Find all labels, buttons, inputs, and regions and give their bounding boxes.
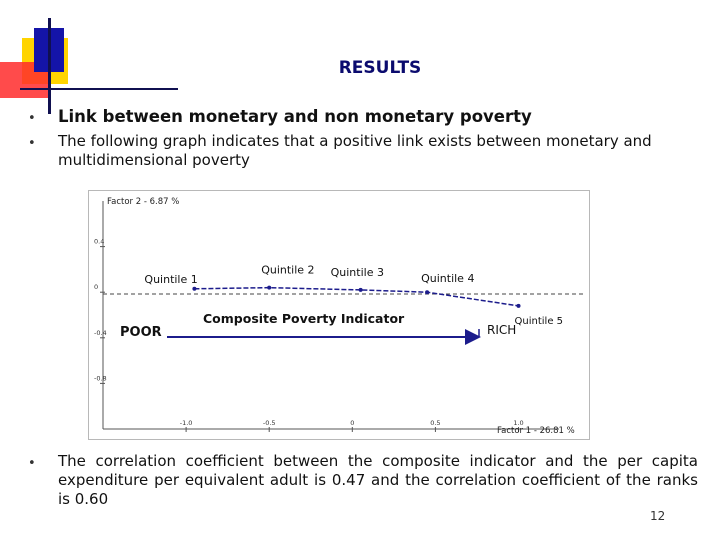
x-tick-group: -1.0 -0.5 0 0.5 1.0 [180, 419, 524, 432]
slide-title: RESULTS [338, 58, 422, 78]
y-tick-group: 0.4 0 -0.4 -0.8 [94, 238, 107, 384]
bullet-heading: Link between monetary and non monetary p… [58, 107, 532, 126]
y-tick-label: -0.4 [94, 329, 107, 337]
decor-vertical-line [48, 18, 51, 114]
series-line [194, 286, 519, 307]
decor-horizontal-line [20, 88, 178, 90]
x-tick-label: 0.5 [430, 419, 440, 427]
x-tick-label: 0 [350, 419, 354, 427]
bullet-marker: • [28, 111, 36, 126]
x-tick-label: 1.0 [513, 419, 523, 427]
page-number: 12 [650, 509, 666, 523]
composite-indicator-label: Composite Poverty Indicator [203, 311, 405, 326]
y-axis-title: Factor 2 - 6.87 % [107, 197, 179, 207]
quintile-label: Quintile 4 [421, 272, 474, 285]
quintile-point [192, 286, 197, 291]
quintile-label: Quintile 3 [331, 266, 384, 279]
quintile-label: Quintile 2 [261, 264, 314, 277]
bullet-graph-intro: The following graph indicates that a pos… [58, 132, 652, 169]
factor-plot: Factor 2 - 6.87 % 0.4 0 -0.4 -0.8 -1.0 -0.5 0… [94, 197, 585, 436]
poor-label: POOR [120, 325, 162, 340]
series-group: Quintile 1 Quintile 2 Quintile 3 Quintile 4… [144, 264, 563, 327]
rich-label: RICH [487, 323, 516, 337]
bullet-marker: • [28, 456, 36, 471]
quintile-point [358, 287, 363, 292]
bullet-correlation: The correlation coefficient between the … [58, 452, 698, 508]
x-tick-label: -1.0 [180, 419, 193, 427]
quintile-point [516, 303, 521, 308]
quintile-label: Quintile 1 [144, 273, 197, 286]
chart-image: Factor 2 - 6.87 % 0.4 0 -0.4 -0.8 -1.0 -0.5 0… [88, 190, 590, 440]
quintile-point [425, 290, 430, 295]
x-tick-label: -0.5 [263, 419, 276, 427]
y-tick-label: -0.8 [94, 374, 107, 382]
bullet-marker: • [28, 136, 36, 151]
quintile-point [267, 285, 272, 290]
y-tick-label: 0 [94, 283, 98, 291]
x-axis-title: Factor 1 - 26.81 % [497, 426, 575, 436]
quintile-label: Quintile 5 [515, 316, 564, 327]
y-tick-label: 0.4 [94, 238, 104, 246]
